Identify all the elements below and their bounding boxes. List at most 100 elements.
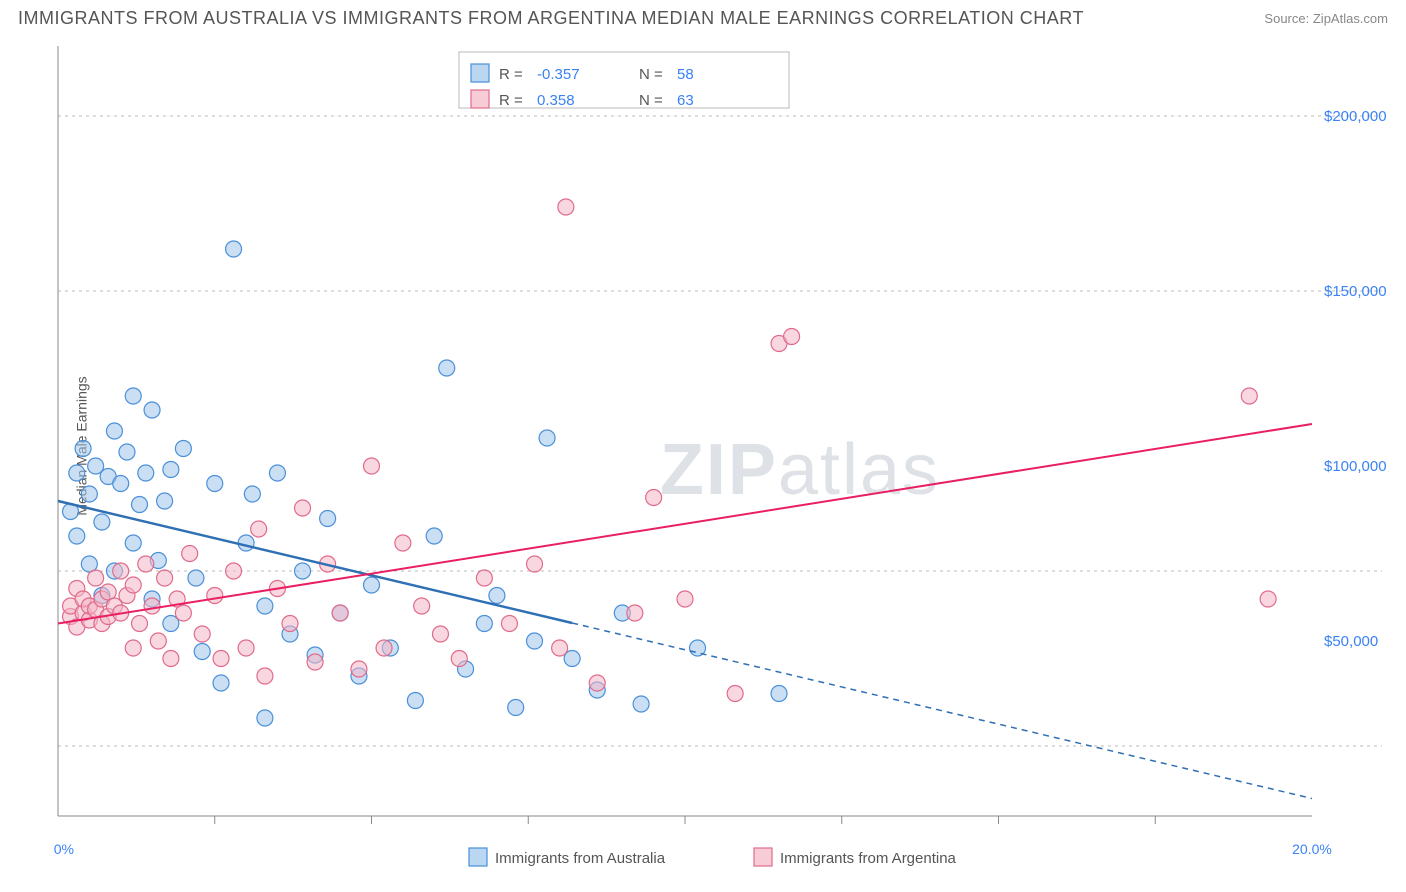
data-point-argentina [627, 605, 643, 621]
data-point-australia [207, 476, 223, 492]
data-point-australia [244, 486, 260, 502]
data-point-australia [257, 598, 273, 614]
data-point-argentina [251, 521, 267, 537]
data-point-australia [508, 700, 524, 716]
data-point-argentina [132, 616, 148, 632]
legend-N-label: N = [639, 92, 663, 109]
source-attribution: Source: ZipAtlas.com [1264, 11, 1388, 26]
data-point-argentina [552, 640, 568, 656]
data-point-australia [407, 693, 423, 709]
data-point-argentina [727, 686, 743, 702]
x-tick-label: 0.0% [54, 841, 74, 857]
data-point-australia [226, 241, 242, 257]
data-point-australia [81, 486, 97, 502]
data-point-argentina [88, 570, 104, 586]
data-point-argentina [307, 654, 323, 670]
data-point-australia [69, 528, 85, 544]
legend-swatch-australia [471, 64, 489, 82]
data-point-argentina [163, 651, 179, 667]
y-tick-label: $200,000 [1324, 108, 1387, 125]
data-point-argentina [182, 546, 198, 562]
data-point-argentina [784, 329, 800, 345]
data-point-argentina [589, 675, 605, 691]
data-point-argentina [257, 668, 273, 684]
data-point-argentina [1260, 591, 1276, 607]
legend-R-value: -0.357 [537, 66, 580, 83]
data-point-argentina [125, 640, 141, 656]
data-point-argentina [207, 588, 223, 604]
data-point-australia [94, 514, 110, 530]
scatter-plot: ZIPatlas $50,000 $100,000 $150,000 $200,000 0… [54, 46, 1388, 836]
data-point-argentina [476, 570, 492, 586]
source-value: ZipAtlas.com [1313, 11, 1388, 26]
bottom-legend-swatch-australia [469, 848, 487, 866]
data-point-argentina [238, 640, 254, 656]
data-point-argentina [432, 626, 448, 642]
data-point-australia [539, 430, 555, 446]
data-point-australia [175, 441, 191, 457]
data-point-argentina [194, 626, 210, 642]
y-tick-label: $50,000 [1324, 633, 1378, 650]
data-point-argentina [395, 535, 411, 551]
legend-R-label: R = [499, 66, 523, 83]
bottom-legend-label-argentina: Immigrants from Argentina [780, 850, 957, 867]
data-point-argentina [332, 605, 348, 621]
data-point-argentina [351, 661, 367, 677]
data-point-australia [132, 497, 148, 513]
data-point-argentina [527, 556, 543, 572]
data-point-argentina [677, 591, 693, 607]
data-point-argentina [1241, 388, 1257, 404]
data-point-australia [125, 535, 141, 551]
data-point-argentina [295, 500, 311, 516]
data-point-argentina [558, 199, 574, 215]
trendline-australia-extrapolated [572, 623, 1312, 799]
x-tick-label: 20.0% [1292, 841, 1332, 857]
data-point-argentina [364, 458, 380, 474]
source-label: Source: [1264, 11, 1309, 26]
data-point-argentina [414, 598, 430, 614]
data-point-argentina [646, 490, 662, 506]
data-point-argentina [138, 556, 154, 572]
legend-N-value: 58 [677, 66, 694, 83]
data-point-australia [119, 444, 135, 460]
data-point-australia [489, 588, 505, 604]
data-point-australia [439, 360, 455, 376]
data-point-argentina [157, 570, 173, 586]
data-point-australia [75, 441, 91, 457]
data-point-australia [213, 675, 229, 691]
data-point-australia [771, 686, 787, 702]
data-point-argentina [451, 651, 467, 667]
data-point-australia [295, 563, 311, 579]
data-point-argentina [376, 640, 392, 656]
data-point-australia [163, 462, 179, 478]
data-point-australia [320, 511, 336, 527]
legend-N-label: N = [639, 66, 663, 83]
trendline-australia [58, 501, 572, 623]
data-point-australia [238, 535, 254, 551]
data-point-argentina [282, 616, 298, 632]
data-point-argentina [125, 577, 141, 593]
plot-svg: ZIPatlas $50,000 $100,000 $150,000 $200,000 0… [54, 46, 1388, 876]
y-tick-label: $150,000 [1324, 283, 1387, 300]
bottom-legend-swatch-argentina [754, 848, 772, 866]
data-point-argentina [213, 651, 229, 667]
data-point-australia [69, 465, 85, 481]
data-point-argentina [113, 563, 129, 579]
data-point-argentina [501, 616, 517, 632]
legend-N-value: 63 [677, 92, 694, 109]
data-point-argentina [144, 598, 160, 614]
data-point-australia [157, 493, 173, 509]
bottom-legend-label-australia: Immigrants from Australia [495, 850, 666, 867]
watermark: ZIPatlas [660, 430, 940, 510]
data-point-australia [106, 423, 122, 439]
data-point-australia [144, 402, 160, 418]
y-tick-label: $100,000 [1324, 458, 1387, 475]
data-point-australia [257, 710, 273, 726]
data-point-australia [113, 476, 129, 492]
data-point-australia [527, 633, 543, 649]
data-point-argentina [226, 563, 242, 579]
data-point-australia [269, 465, 285, 481]
legend-swatch-argentina [471, 90, 489, 108]
legend-R-value: 0.358 [537, 92, 575, 109]
data-point-australia [125, 388, 141, 404]
